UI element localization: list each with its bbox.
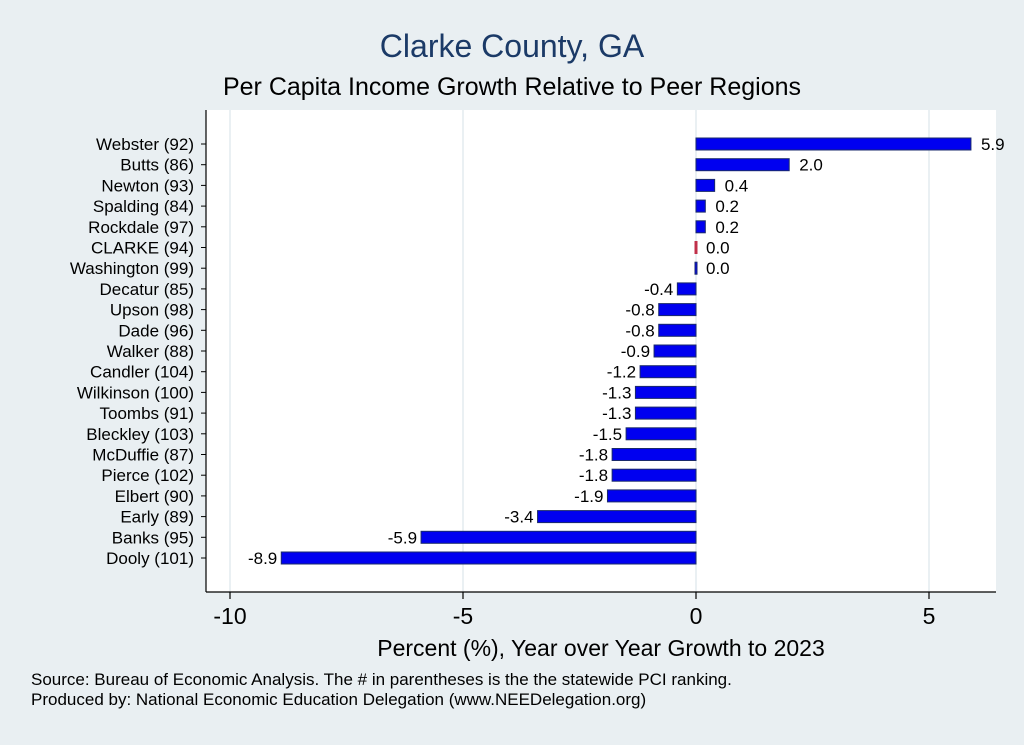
- value-label: 5.9: [981, 135, 1005, 154]
- category-label: Early (89): [120, 508, 194, 527]
- x-tick-label: 0: [690, 603, 703, 629]
- value-label: -1.8: [579, 466, 608, 485]
- value-label: 0.0: [706, 239, 730, 258]
- category-label: Washington (99): [70, 259, 194, 278]
- category-label: Decatur (85): [100, 280, 194, 299]
- bar: [611, 468, 697, 482]
- value-label: -0.9: [621, 342, 650, 361]
- value-label: -1.3: [602, 404, 631, 423]
- bar: [611, 448, 697, 461]
- category-label: Upson (98): [110, 301, 194, 320]
- bar: [634, 406, 697, 420]
- category-label: McDuffie (87): [92, 446, 194, 465]
- bar: [634, 385, 697, 399]
- bar: [695, 199, 706, 213]
- category-label: Newton (93): [101, 176, 194, 195]
- category-label: Rockdale (97): [88, 218, 194, 237]
- value-label: 0.2: [715, 197, 739, 216]
- x-tick-label: 5: [923, 603, 936, 629]
- category-label: Butts (86): [120, 156, 194, 175]
- x-tick-label: -10: [213, 603, 246, 629]
- bar: [695, 158, 790, 172]
- bar: [537, 510, 697, 524]
- value-label: -8.9: [248, 549, 277, 568]
- producer-note: Produced by: National Economic Education…: [31, 690, 647, 709]
- value-label: -3.4: [504, 508, 533, 527]
- value-label: 0.4: [725, 176, 749, 195]
- category-label: Candler (104): [90, 363, 194, 382]
- category-label: Elbert (90): [115, 487, 194, 506]
- category-label: Spalding (84): [93, 197, 194, 216]
- value-label: -5.9: [388, 528, 417, 547]
- bar: [676, 282, 697, 296]
- category-label: Bleckley (103): [86, 425, 194, 444]
- chart-title: Clarke County, GA: [379, 28, 645, 64]
- x-tick-label: -5: [453, 603, 473, 629]
- value-label: 0.2: [715, 218, 739, 237]
- category-label: Pierce (102): [101, 466, 194, 485]
- category-label: Dooly (101): [106, 549, 194, 568]
- source-note: Source: Bureau of Economic Analysis. The…: [31, 670, 732, 689]
- category-label: Dade (96): [118, 321, 194, 340]
- bar: [420, 530, 697, 544]
- bar: [625, 427, 697, 441]
- bar: [695, 178, 716, 192]
- bar: [694, 241, 698, 254]
- chart-subtitle: Per Capita Income Growth Relative to Pee…: [222, 73, 802, 101]
- value-label: 0.0: [706, 259, 730, 278]
- bar: [695, 137, 972, 151]
- category-label: Walker (88): [107, 342, 194, 361]
- bar: [695, 220, 706, 234]
- bar: [606, 489, 697, 503]
- value-label: -1.3: [602, 383, 631, 402]
- bar: [694, 261, 698, 275]
- bar: [280, 551, 697, 565]
- value-label: -1.2: [607, 363, 636, 382]
- value-label: -0.8: [625, 301, 654, 320]
- value-label: -0.8: [625, 321, 654, 340]
- bar: [653, 344, 697, 358]
- value-label: -1.5: [593, 425, 622, 444]
- bar: [639, 365, 697, 379]
- value-label: -1.8: [579, 446, 608, 465]
- category-label: Toombs (91): [100, 404, 194, 423]
- value-label: -0.4: [644, 280, 673, 299]
- category-label: Banks (95): [112, 528, 194, 547]
- category-label: Wilkinson (100): [77, 383, 194, 402]
- value-label: -1.9: [574, 487, 603, 506]
- bar: [658, 303, 697, 317]
- category-label: Webster (92): [96, 135, 194, 154]
- x-axis-label: Percent (%), Year over Year Growth to 20…: [377, 635, 825, 661]
- value-label: 2.0: [799, 156, 823, 175]
- bar: [658, 323, 697, 337]
- category-label: CLARKE (94): [91, 239, 194, 258]
